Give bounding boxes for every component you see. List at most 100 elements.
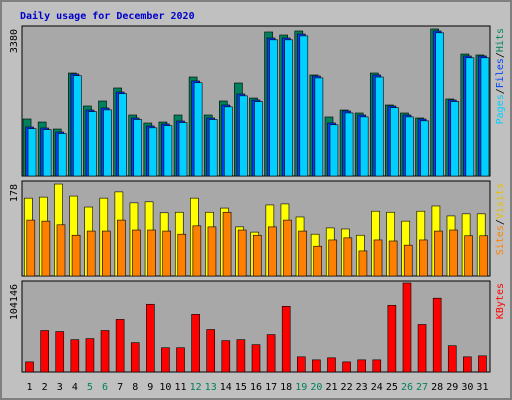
bar xyxy=(103,109,112,177)
y-tick-label: 178 xyxy=(9,184,20,202)
bar xyxy=(359,116,369,177)
separator: / xyxy=(495,219,506,225)
bar xyxy=(71,234,81,277)
bar xyxy=(313,245,322,277)
bar xyxy=(329,124,339,177)
x-tick-label: 17 xyxy=(265,382,277,393)
bar xyxy=(101,230,111,277)
bar xyxy=(314,77,324,177)
bar xyxy=(176,347,185,373)
bar xyxy=(42,129,52,177)
y-tick-label: 104146 xyxy=(9,284,20,320)
bar xyxy=(387,304,397,373)
bar xyxy=(147,229,156,277)
bar xyxy=(417,324,427,373)
bar xyxy=(118,93,127,177)
x-tick-label: 6 xyxy=(102,382,108,393)
bar xyxy=(342,361,351,373)
bar xyxy=(191,314,200,373)
bar xyxy=(449,229,458,277)
bar xyxy=(465,57,475,177)
bar xyxy=(133,119,143,177)
x-tick-label: 27 xyxy=(416,382,428,393)
bar xyxy=(403,244,413,277)
x-tick-label: 22 xyxy=(341,382,353,393)
bar xyxy=(480,57,490,177)
bar xyxy=(463,356,472,373)
series-label: Pages/Files/Hits xyxy=(495,28,506,124)
x-tick-label: 2 xyxy=(42,382,48,393)
bar xyxy=(266,334,276,373)
x-tick-label: 24 xyxy=(371,382,383,393)
bar xyxy=(434,230,443,277)
legend-entry: KBytes xyxy=(495,283,506,319)
bar xyxy=(268,226,277,277)
bar xyxy=(419,239,428,277)
bar xyxy=(56,224,66,277)
legend-entry: Sites xyxy=(495,225,506,255)
x-tick-label: 1 xyxy=(27,382,33,393)
bar xyxy=(100,330,110,373)
x-tick-label: 23 xyxy=(356,382,368,393)
bar xyxy=(207,226,217,277)
bar xyxy=(41,220,51,277)
bar xyxy=(224,106,233,177)
bar xyxy=(402,282,412,373)
bar xyxy=(373,239,383,277)
x-tick-label: 16 xyxy=(250,382,262,393)
bar xyxy=(130,342,140,373)
bar xyxy=(390,107,399,177)
x-tick-label: 7 xyxy=(117,382,123,393)
x-tick-label: 19 xyxy=(295,382,307,393)
bar xyxy=(298,230,307,277)
x-tick-label: 8 xyxy=(132,382,138,393)
bar xyxy=(163,125,173,177)
x-tick-label: 20 xyxy=(310,382,322,393)
x-tick-label: 30 xyxy=(461,382,473,393)
x-tick-label: 4 xyxy=(72,382,78,393)
x-tick-label: 29 xyxy=(446,382,458,393)
x-tick-label: 15 xyxy=(235,382,247,393)
bar xyxy=(450,101,460,177)
bar xyxy=(162,230,171,277)
bar xyxy=(284,39,293,177)
bar xyxy=(464,235,473,277)
bar xyxy=(479,235,489,277)
bar xyxy=(405,116,414,177)
separator: / xyxy=(495,52,506,58)
bar xyxy=(327,357,336,373)
x-tick-label: 9 xyxy=(147,382,153,393)
x-tick-label: 21 xyxy=(325,382,337,393)
bar xyxy=(283,219,292,277)
chart-title: Daily usage for December 2020 xyxy=(20,10,195,22)
bar xyxy=(192,225,202,277)
bar xyxy=(251,344,261,373)
bar xyxy=(222,211,232,277)
x-tick-label: 13 xyxy=(205,382,217,393)
series-label: Sites/Visits xyxy=(495,183,506,255)
x-tick-label: 28 xyxy=(431,382,443,393)
bar xyxy=(372,359,382,373)
bar xyxy=(178,122,188,177)
bar xyxy=(435,32,444,177)
separator: / xyxy=(495,88,506,94)
legend-entry: Hits xyxy=(495,28,506,52)
legend-entry: Pages xyxy=(495,94,506,124)
bar xyxy=(432,297,442,373)
bar xyxy=(132,229,141,277)
legend-entry: Files xyxy=(495,58,506,88)
bar xyxy=(236,339,246,373)
bar xyxy=(252,234,262,277)
bar xyxy=(447,345,457,373)
bar xyxy=(57,133,67,177)
x-tick-label: 31 xyxy=(476,382,488,393)
bar xyxy=(208,119,218,177)
bar xyxy=(237,229,247,277)
bar xyxy=(25,361,34,373)
x-tick-label: 14 xyxy=(220,382,232,393)
bar xyxy=(374,76,384,177)
x-tick-label: 3 xyxy=(57,382,63,393)
bar xyxy=(117,219,126,277)
bar xyxy=(26,219,36,277)
